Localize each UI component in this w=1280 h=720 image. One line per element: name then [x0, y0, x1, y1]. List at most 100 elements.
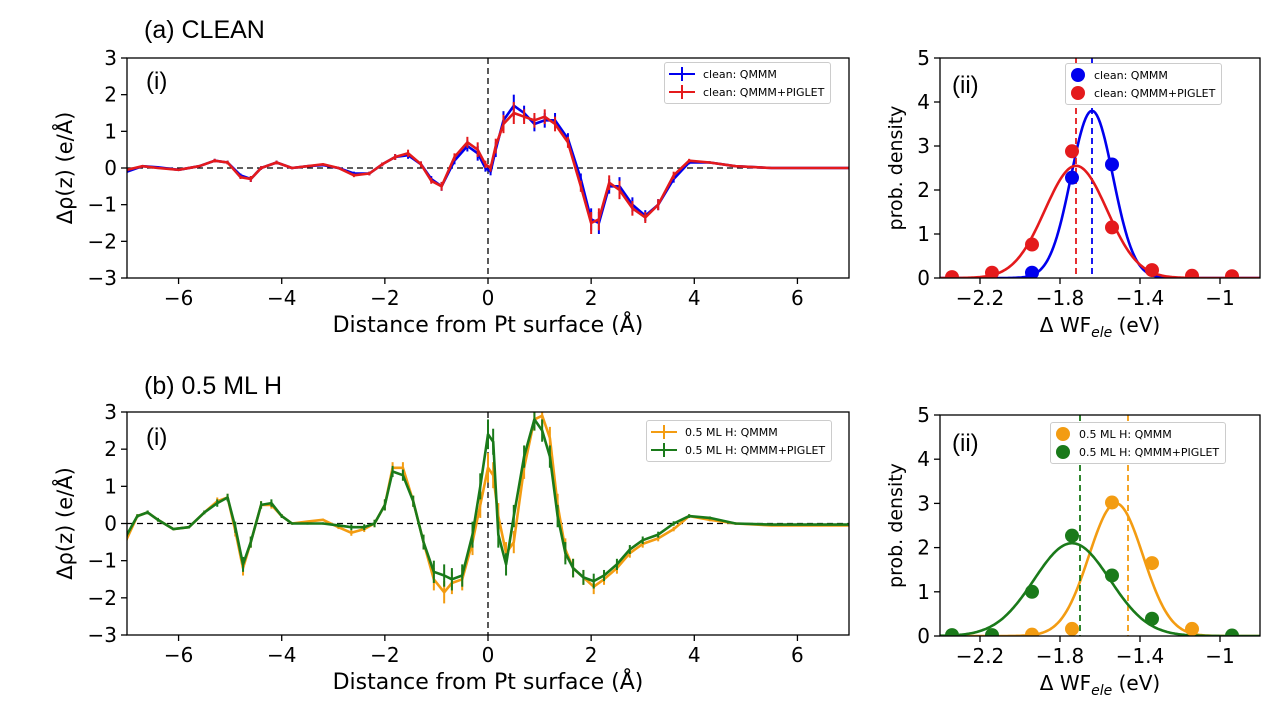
data-point	[1105, 568, 1119, 583]
panel-a-i-label: (i)	[146, 68, 168, 95]
x-tick-label: −1.4	[1116, 644, 1165, 668]
legend-label: clean: QMMM+PIGLET	[1094, 86, 1216, 100]
fit-curve	[940, 109, 1260, 278]
data-point	[1185, 268, 1199, 278]
y-tick-label: 2	[104, 83, 117, 107]
data-point	[1025, 265, 1039, 278]
x-tick-label: 0	[482, 286, 495, 310]
plot-frame	[126, 57, 850, 279]
x-tick-label: −4	[267, 643, 296, 667]
row-b-title: (b) 0.5 ML H	[144, 372, 283, 400]
chart-b_ii: −2.2 −1.8 −1.4 −1 0 1 2 3 4 5 Δ WFele (eV) prob. de…	[885, 403, 1261, 699]
x-tick-label: −1.8	[1036, 286, 1085, 310]
x-tick-label: −1.8	[1036, 644, 1085, 668]
y-tick-label: 0	[917, 266, 930, 290]
y-tick-label: 3	[104, 400, 117, 424]
x-tick-label: −6	[164, 643, 193, 667]
y-tick-label: −3	[88, 266, 117, 290]
legend-label: clean: QMMM	[1094, 68, 1168, 82]
y-tick-label: 5	[917, 46, 930, 70]
legend-b-ii: 0.5 ML H: QMMM 0.5 ML H: QMMM+PIGLET	[1050, 422, 1227, 464]
legend-a-i: clean: QMMM clean: QMMM+PIGLET	[664, 62, 832, 104]
data-point	[1105, 157, 1119, 172]
x-axis-label: Δ WFele (eV)	[1040, 313, 1160, 341]
legend-item: clean: QMMM	[669, 65, 824, 83]
legend-errorbar-icon	[669, 85, 695, 99]
legend-label: clean: QMMM+PIGLET	[703, 85, 825, 99]
plot-frame	[939, 57, 1261, 279]
series-1	[127, 412, 849, 591]
x-tick-label: 2	[585, 286, 598, 310]
data-point	[1145, 556, 1159, 571]
y-axis-label: Δρ(z) (e/Å)	[51, 112, 77, 225]
y-tick-label: 3	[104, 46, 117, 70]
y-axis-label: prob. density	[885, 463, 907, 588]
y-axis-label: Δρ(z) (e/Å)	[51, 467, 77, 580]
x-axis-label: Distance from Pt surface (Å)	[333, 311, 644, 338]
series-0	[940, 58, 1260, 278]
series-1	[127, 102, 849, 234]
y-tick-label: 3	[917, 491, 930, 515]
legend-marker-icon	[1070, 68, 1086, 82]
y-axis-label: prob. density	[885, 106, 907, 231]
plot-area	[127, 412, 849, 635]
y-tick-label: 0	[104, 156, 117, 180]
legend-label: 0.5 ML H: QMMM	[1079, 427, 1172, 441]
data-point	[1145, 263, 1159, 278]
y-tick-label: 2	[917, 178, 930, 202]
y-tick-label: 2	[104, 437, 117, 461]
y-tick-label: −1	[88, 549, 117, 573]
y-tick-label: 0	[104, 512, 117, 536]
data-point	[1065, 170, 1079, 185]
legend-item: 0.5 ML H: QMMM	[651, 423, 825, 441]
chart-b_i: −6 −4 −2 0 2 4 6 −3 −2 −1 0 1 2 3 Distance from Pt sur…	[51, 400, 850, 695]
data-point	[1025, 584, 1039, 599]
y-tick-label: 4	[917, 447, 930, 471]
panel-b-ii-label: (ii)	[952, 430, 979, 457]
plot-frame	[939, 414, 1261, 637]
y-tick-label: −1	[88, 193, 117, 217]
x-axis-label: Δ WFele (eV)	[1040, 671, 1160, 699]
legend-b-i: 0.5 ML H: QMMM 0.5 ML H: QMMM+PIGLET	[646, 420, 833, 462]
x-tick-label: −1.4	[1116, 286, 1165, 310]
x-tick-label: −2	[370, 286, 399, 310]
data-point	[1185, 621, 1199, 636]
legend-item: clean: QMMM	[1070, 66, 1215, 84]
x-tick-label: −6	[164, 286, 193, 310]
data-point	[1065, 621, 1079, 636]
y-tick-label: 3	[917, 134, 930, 158]
data-point	[1145, 611, 1159, 626]
x-tick-label: −1	[1205, 286, 1234, 310]
x-tick-label: −2.2	[956, 644, 1005, 668]
x-tick-label: 2	[585, 643, 598, 667]
legend-marker-icon	[1055, 445, 1071, 459]
data-point	[1025, 627, 1039, 636]
legend-errorbar-icon	[651, 443, 677, 457]
fit-curve	[940, 541, 1260, 636]
legend-marker-icon	[1070, 86, 1086, 100]
data-point	[945, 628, 959, 636]
x-tick-label: −1	[1205, 644, 1234, 668]
legend-a-ii: clean: QMMM clean: QMMM+PIGLET	[1065, 63, 1223, 105]
x-axis-label: Distance from Pt surface (Å)	[333, 668, 644, 695]
legend-label: 0.5 ML H: QMMM	[685, 425, 778, 439]
panel-a-ii-label: (ii)	[952, 72, 979, 99]
y-tick-label: 4	[917, 90, 930, 114]
data-point	[1065, 144, 1079, 159]
legend-errorbar-icon	[651, 425, 677, 439]
x-tick-label: −4	[267, 286, 296, 310]
x-tick-label: 4	[688, 643, 701, 667]
x-tick-label: −2	[370, 643, 399, 667]
legend-item: clean: QMMM+PIGLET	[1070, 84, 1215, 102]
legend-label: 0.5 ML H: QMMM+PIGLET	[685, 443, 826, 457]
legend-label: clean: QMMM	[703, 67, 777, 81]
row-a-title: (a) CLEAN	[144, 16, 265, 44]
y-tick-label: 1	[104, 474, 117, 498]
panel-b-i-label: (i)	[146, 424, 168, 451]
plot-frame	[126, 411, 850, 636]
x-axis-label-unit: (eV)	[1112, 671, 1160, 695]
x-axis-label-unit: (eV)	[1112, 313, 1160, 337]
y-tick-label: 1	[917, 222, 930, 246]
plot-area	[940, 58, 1260, 278]
